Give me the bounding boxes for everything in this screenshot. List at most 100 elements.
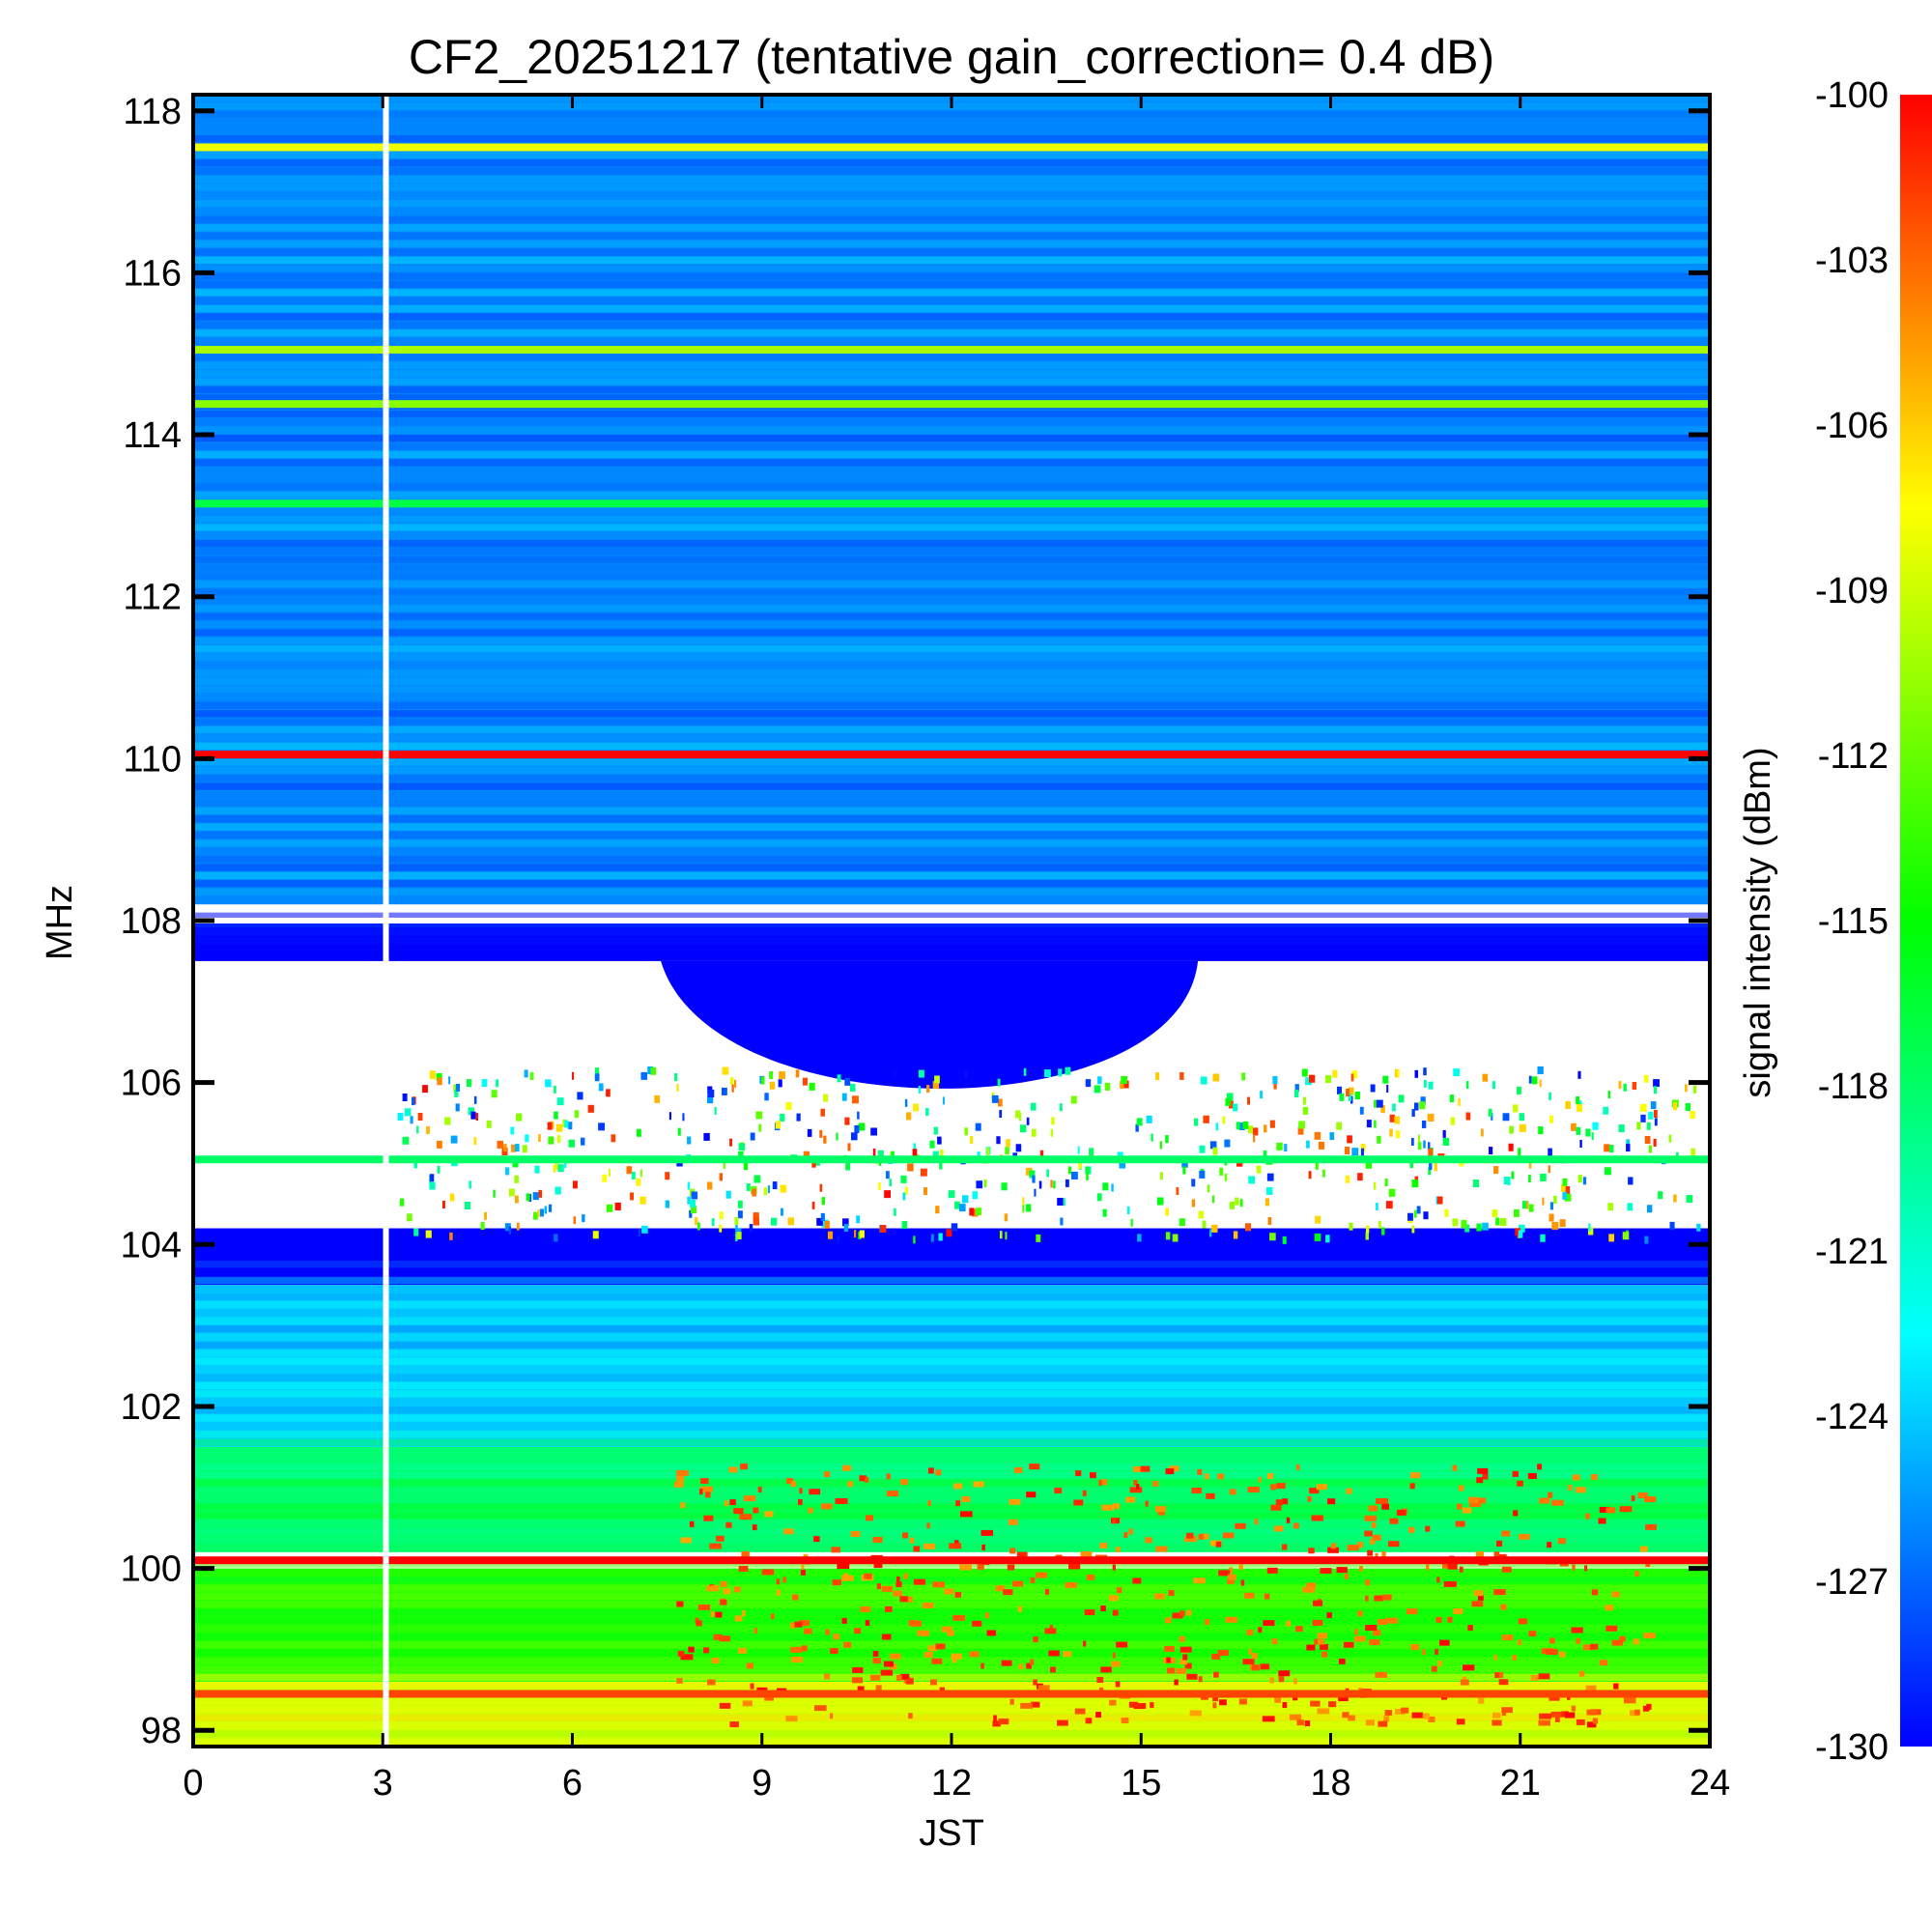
noise-stripe <box>193 831 1710 839</box>
interference-mark <box>1328 1701 1337 1708</box>
noise-stripe <box>193 661 1710 669</box>
interference-mark <box>785 1716 798 1722</box>
interference-mark <box>1365 1719 1375 1726</box>
interference-mark <box>1494 1672 1502 1679</box>
interference-mark <box>1258 1476 1262 1483</box>
interference-mark <box>1476 1223 1482 1232</box>
interference-mark <box>1026 1662 1032 1669</box>
interference-mark <box>1202 1220 1207 1229</box>
interference-mark <box>703 1132 710 1141</box>
noise-stripe <box>193 410 1710 418</box>
interference-mark <box>947 1630 954 1636</box>
noise-stripe <box>193 710 1710 718</box>
interference-mark <box>1439 1639 1450 1646</box>
interference-mark <box>1003 1589 1013 1596</box>
interference-mark <box>1514 1208 1520 1217</box>
interference-mark <box>1273 1081 1277 1090</box>
interference-mark <box>1274 1696 1282 1703</box>
interference-mark <box>778 1079 782 1088</box>
interference-mark <box>554 1234 558 1242</box>
interference-mark <box>1370 1538 1376 1545</box>
interference-mark <box>444 1117 451 1125</box>
interference-mark <box>691 1191 698 1200</box>
interference-mark <box>1360 1143 1366 1151</box>
noise-stripe <box>193 1317 1710 1325</box>
interference-mark <box>1548 1213 1554 1222</box>
interference-mark <box>1074 1708 1086 1715</box>
interference-mark <box>682 1113 685 1122</box>
interference-mark <box>665 1200 670 1208</box>
interference-mark <box>525 1134 529 1143</box>
interference-mark <box>1648 1145 1653 1153</box>
interference-mark <box>729 1499 736 1506</box>
interference-mark <box>1498 1671 1504 1678</box>
interference-mark <box>1009 1548 1016 1554</box>
interference-mark <box>715 1611 723 1618</box>
interference-mark <box>700 1486 713 1492</box>
interference-mark <box>574 1110 580 1119</box>
interference-mark <box>885 1171 890 1179</box>
noise-stripe <box>193 1584 1710 1592</box>
interference-mark <box>891 1151 895 1159</box>
interference-mark <box>1357 1610 1363 1617</box>
noise-stripe <box>193 629 1710 637</box>
interference-mark <box>969 1136 974 1145</box>
interference-mark <box>1145 1500 1149 1507</box>
interference-mark <box>1101 1504 1115 1511</box>
interference-mark <box>1605 1605 1614 1611</box>
noise-stripe <box>193 1261 1710 1268</box>
noise-stripe <box>193 127 1710 134</box>
interference-mark <box>1348 1093 1351 1101</box>
interference-mark <box>650 1066 657 1075</box>
interference-mark <box>1179 1071 1184 1080</box>
colorbar-tick-label: -106 <box>1815 406 1889 446</box>
interference-mark <box>823 1673 831 1680</box>
interference-mark <box>1286 1620 1291 1627</box>
interference-mark <box>1374 1120 1377 1128</box>
noise-stripe <box>193 1697 1710 1706</box>
interference-mark <box>753 1175 761 1183</box>
interference-mark <box>992 1720 1001 1727</box>
interference-mark <box>481 1079 488 1088</box>
interference-mark <box>709 1543 722 1549</box>
interference-mark <box>1406 1608 1418 1615</box>
interference-mark <box>1165 1468 1175 1475</box>
interference-mark <box>821 1197 825 1206</box>
interference-mark <box>407 1213 412 1222</box>
interference-mark <box>1482 1222 1489 1231</box>
interference-mark <box>1690 1148 1696 1156</box>
interference-mark <box>1370 1084 1376 1093</box>
interference-mark <box>1488 1108 1492 1117</box>
interference-mark <box>940 1149 944 1157</box>
interference-mark <box>1336 1567 1348 1574</box>
interference-mark <box>983 1179 987 1188</box>
interference-mark <box>1325 1235 1330 1243</box>
interference-mark <box>894 1208 896 1216</box>
interference-mark <box>1264 1593 1270 1600</box>
interference-mark <box>1247 1096 1250 1105</box>
interference-mark <box>436 1073 442 1082</box>
interference-mark <box>1378 1720 1388 1727</box>
noise-stripe <box>193 782 1710 790</box>
interference-mark <box>1085 1166 1090 1175</box>
interference-mark <box>1447 1563 1458 1570</box>
interference-mark <box>1491 1112 1493 1121</box>
interference-mark <box>1270 1504 1282 1511</box>
interference-mark <box>1373 1630 1381 1636</box>
interference-mark <box>699 1489 703 1495</box>
noise-stripe <box>193 945 1710 952</box>
interference-mark <box>1317 1708 1330 1715</box>
interference-mark <box>1295 1463 1300 1470</box>
interference-mark <box>1605 1625 1618 1632</box>
interference-mark <box>1421 1120 1427 1128</box>
interference-mark <box>1417 1142 1422 1151</box>
interference-mark <box>1044 1628 1057 1634</box>
interference-mark <box>859 1475 867 1482</box>
interference-mark <box>1359 1565 1363 1572</box>
interference-mark <box>1266 1173 1274 1181</box>
interference-mark <box>1628 1177 1634 1185</box>
interference-mark <box>1236 1122 1240 1130</box>
interference-mark <box>568 1139 575 1148</box>
interference-mark <box>1229 1489 1236 1495</box>
interference-mark <box>1607 1091 1611 1099</box>
